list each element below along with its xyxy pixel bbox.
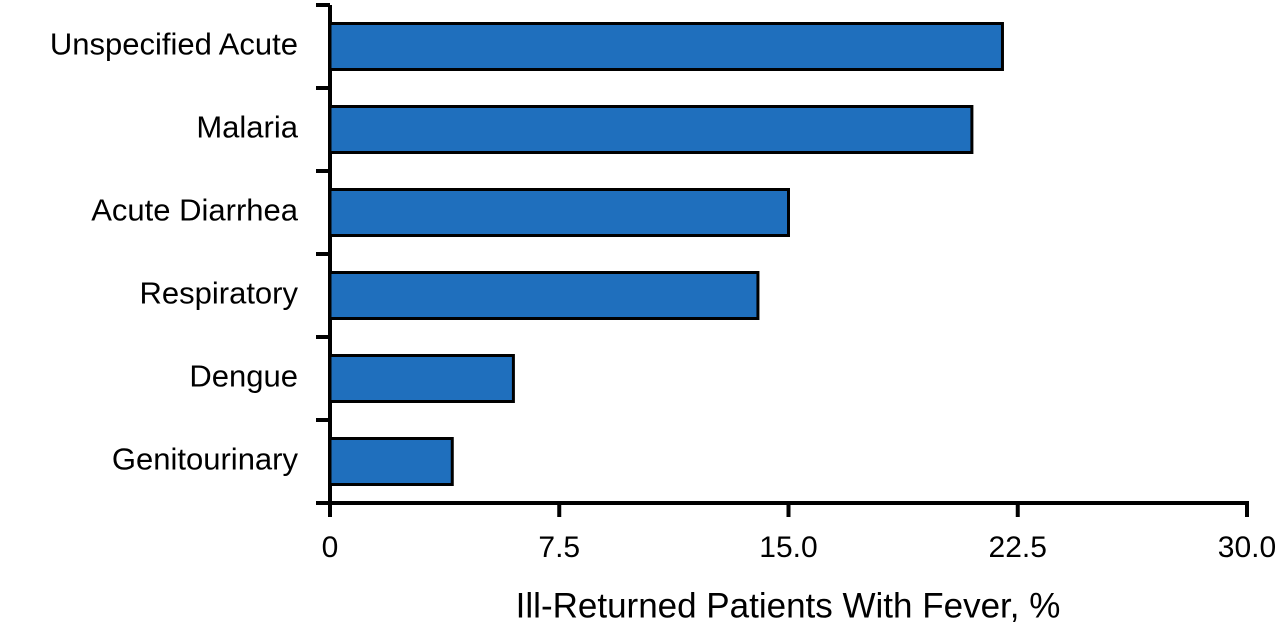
bar — [328, 188, 790, 237]
x-tick-label: 0 — [322, 531, 339, 564]
x-tick-label: 7.5 — [538, 531, 580, 564]
y-tick-label: Dengue — [189, 359, 298, 394]
y-tick-label: Genitourinary — [112, 442, 299, 477]
x-tick-label: 30.0 — [1218, 531, 1276, 564]
y-tick-label: Respiratory — [140, 276, 299, 311]
x-tick-label: 15.0 — [759, 531, 817, 564]
y-tick-label: Acute Diarrhea — [91, 193, 299, 228]
bar — [328, 437, 454, 486]
bar — [328, 105, 974, 154]
bar — [328, 22, 1004, 71]
y-tick-label: Malaria — [196, 110, 298, 145]
y-tick-label: Unspecified Acute — [50, 27, 298, 62]
bar — [328, 354, 515, 403]
bar — [328, 271, 760, 320]
x-tick-label: 22.5 — [989, 531, 1047, 564]
x-axis-title: Ill-Returned Patients With Fever, % — [516, 586, 1061, 625]
